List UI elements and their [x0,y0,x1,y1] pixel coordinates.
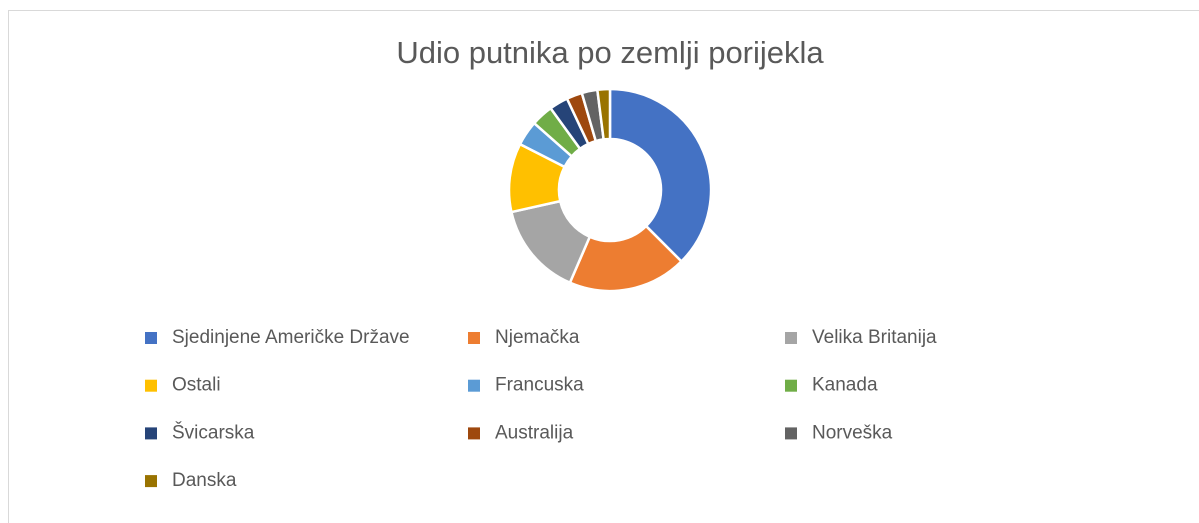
legend-swatch [468,332,480,344]
legend-swatch [145,427,157,440]
legend-label: Velika Britanija [812,327,937,348]
legend-swatch [145,379,157,392]
legend-label: Ostali [172,375,221,396]
legend-swatch [785,427,797,440]
legend-swatch [468,427,480,440]
legend-label: Danska [172,470,237,491]
legend-label: Sjedinjene Američke Države [172,327,410,348]
legend-swatch [785,379,797,392]
legend-label: Norveška [812,422,893,443]
donut-segment [595,87,612,141]
legend-swatch [145,332,157,344]
legend-label: Njemačka [495,327,580,348]
legend-label: Kanada [812,375,878,396]
donut-segment [608,87,713,264]
legend-swatch [145,475,157,488]
legend-swatch [785,332,797,344]
legend-label: Švicarska [172,421,255,443]
legend-swatch [468,379,480,392]
legend-label: Francuska [495,375,584,396]
chart-title: Udio putnika po zemlji porijekla [396,35,824,70]
legend-label: Australija [495,422,574,443]
